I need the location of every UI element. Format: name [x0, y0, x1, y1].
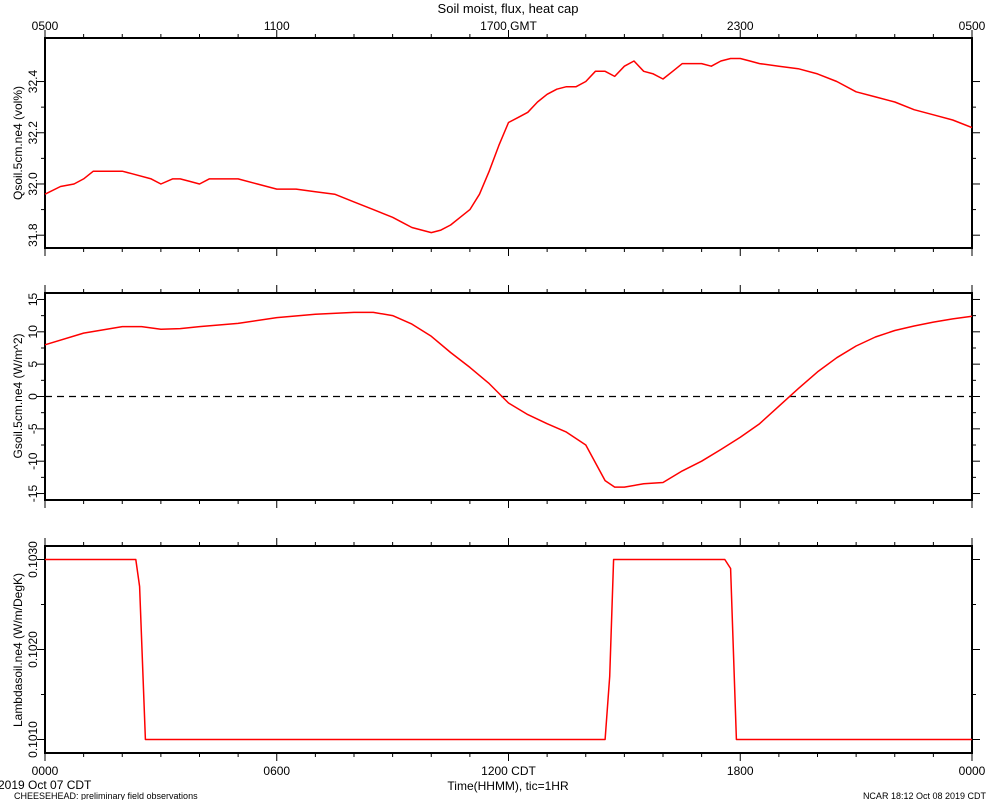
- series-line: [45, 558, 972, 741]
- y-tick-label: -15: [26, 485, 40, 503]
- plot-frame: [44, 37, 973, 249]
- y-ticks: -15 -10 -5 0 5 10 15: [26, 292, 980, 502]
- top-tick-label: 1100: [264, 19, 290, 33]
- footer-stamp: NCAR 18:12 Oct 08 2019 CDT: [863, 791, 987, 800]
- y-tick-label: 31.8: [26, 223, 40, 247]
- series-line: [44, 311, 973, 488]
- y-tick-label: 0.1020: [26, 631, 40, 668]
- top-axis-tick-labels: 0500 1100 1700 GMT 2300 0500: [32, 19, 986, 33]
- footer-date: 2019 Oct 07 CDT: [0, 778, 92, 792]
- plot-frame: [44, 545, 973, 754]
- y-axis-label: Gsoil.5cm.ne4 (W/m^2): [11, 334, 25, 459]
- plot-frame: [44, 292, 973, 501]
- panel-soil-heat-flux: -15 -10 -5 0 5 10 15 Gsoil.5cm.ne4 (W/m^2): [11, 285, 980, 508]
- y-tick-label: 15: [26, 292, 40, 306]
- series-line: [44, 57, 973, 234]
- top-tick-label: 1700 GMT: [480, 19, 537, 33]
- footer-project: CHEESEHEAD: preliminary field observatio…: [14, 791, 198, 800]
- y-axis-label: Qsoil.5cm.ne4 (vol%): [11, 86, 25, 200]
- bottom-tick-label: 1200 CDT: [481, 764, 536, 778]
- y-tick-label: 0: [26, 393, 40, 400]
- bottom-tick-label: 0600: [263, 764, 290, 778]
- y-tick-label: 32.2: [26, 121, 40, 145]
- y-tick-label: -5: [26, 423, 40, 434]
- y-tick-label: 10: [26, 325, 40, 339]
- y-tick-label: -10: [26, 452, 40, 470]
- top-tick-label: 0500: [32, 19, 59, 33]
- x-ticks: [44, 538, 973, 761]
- y-ticks: 31.8 32.0 32.2 32.4: [26, 70, 980, 247]
- top-tick-label: 0500: [959, 19, 986, 33]
- x-ticks: [44, 30, 973, 256]
- panel-thermal-conductivity: 0.1010 0.1020 0.1030 Lambdasoil.ne4 (W/m/D…: [11, 538, 980, 761]
- y-ticks: 0.1010 0.1020 0.1030: [26, 541, 980, 758]
- bottom-tick-label: 1800: [727, 764, 754, 778]
- series-polyline: [45, 558, 972, 741]
- y-tick-label: 5: [26, 361, 40, 368]
- x-ticks: [44, 285, 973, 508]
- y-tick-label: 32.4: [26, 70, 40, 94]
- x-axis-label: Time(HHMM), tic=1HR: [447, 779, 569, 793]
- series-polyline: [44, 311, 973, 488]
- y-tick-label: 0.1030: [26, 541, 40, 578]
- bottom-tick-label: 0000: [959, 764, 986, 778]
- y-axis-label: Lambdasoil.ne4 (W/m/DegK): [11, 573, 25, 727]
- chart-title: Soil moist, flux, heat cap: [438, 1, 579, 16]
- y-tick-label: 0.1010: [26, 721, 40, 758]
- top-tick-label: 2300: [727, 19, 754, 33]
- bottom-axis-tick-labels: 0000 0600 1200 CDT 1800 0000: [32, 764, 986, 778]
- series-polyline: [44, 57, 973, 234]
- y-tick-label: 32.0: [26, 172, 40, 196]
- bottom-tick-label: 0000: [32, 764, 59, 778]
- panel-soil-moisture: 31.8 32.0 32.2 32.4 Qsoil.5cm.ne4 (vol%): [11, 30, 980, 256]
